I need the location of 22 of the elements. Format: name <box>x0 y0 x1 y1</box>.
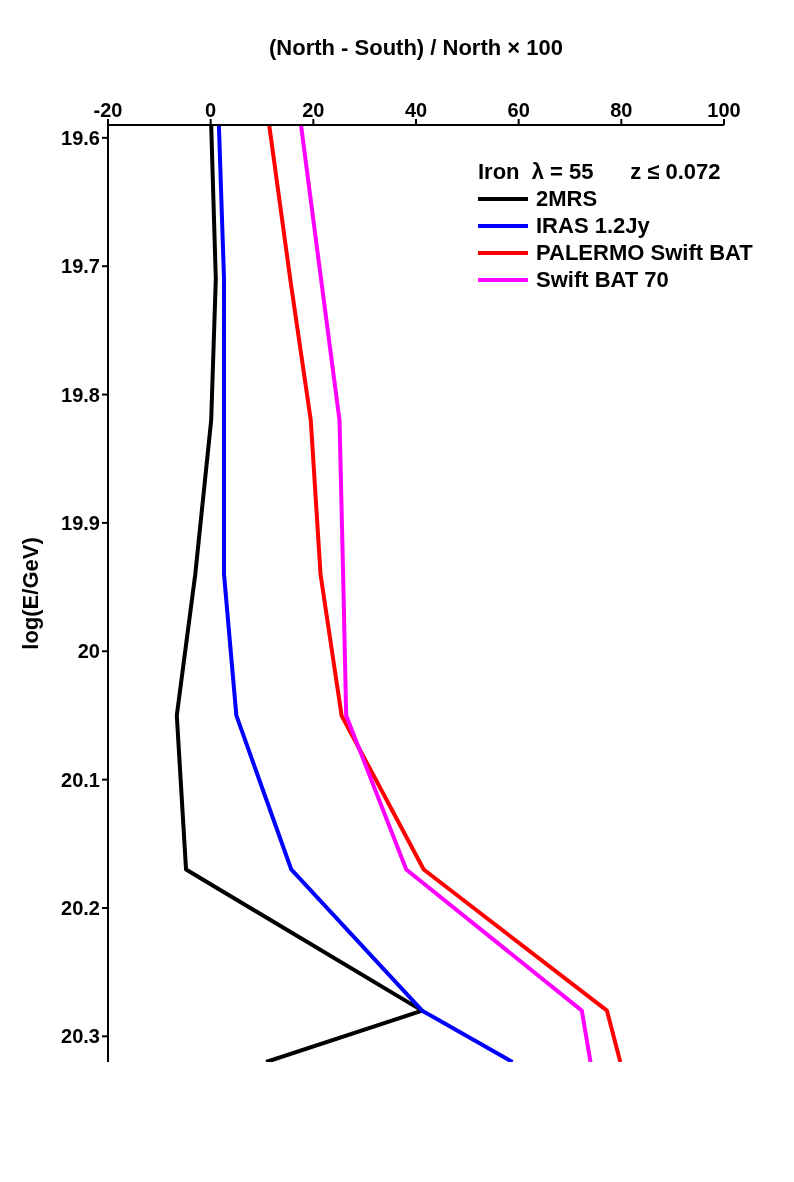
x-tick-label: 0 <box>205 99 217 121</box>
y-tick-label: 20.3 <box>61 1025 100 1048</box>
legend-label: IRAS 1.2Jy <box>536 212 650 239</box>
x-axis-title: (North - South) / North × 100 <box>269 34 563 60</box>
legend-title: Iron λ = 55 z ≤ 0.072 <box>478 158 722 185</box>
x-tick-label: 60 <box>507 99 530 121</box>
y-tick-label: 20.1 <box>61 768 100 791</box>
y-tick-label: 19.7 <box>61 255 100 278</box>
x-tick-label: -20 <box>93 99 123 121</box>
y-tick-label: 19.6 <box>61 126 100 149</box>
legend-label: PALERMO Swift BAT <box>536 239 753 266</box>
x-tick-label: 40 <box>404 99 428 121</box>
legend-label: 2MRS <box>536 185 598 212</box>
x-tick-label: 80 <box>610 99 633 121</box>
x-tick-label: 20 <box>302 99 325 121</box>
y-tick-label: 19.8 <box>61 383 100 406</box>
y-tick-label: 20 <box>77 640 100 663</box>
y-tick-label: 19.9 <box>61 512 100 534</box>
y-tick-label: 20.2 <box>61 897 100 920</box>
x-tick-label: 100 <box>707 99 741 121</box>
legend-label: Swift BAT 70 <box>536 266 669 293</box>
y-axis-title: log(E/GeV) <box>17 537 43 650</box>
